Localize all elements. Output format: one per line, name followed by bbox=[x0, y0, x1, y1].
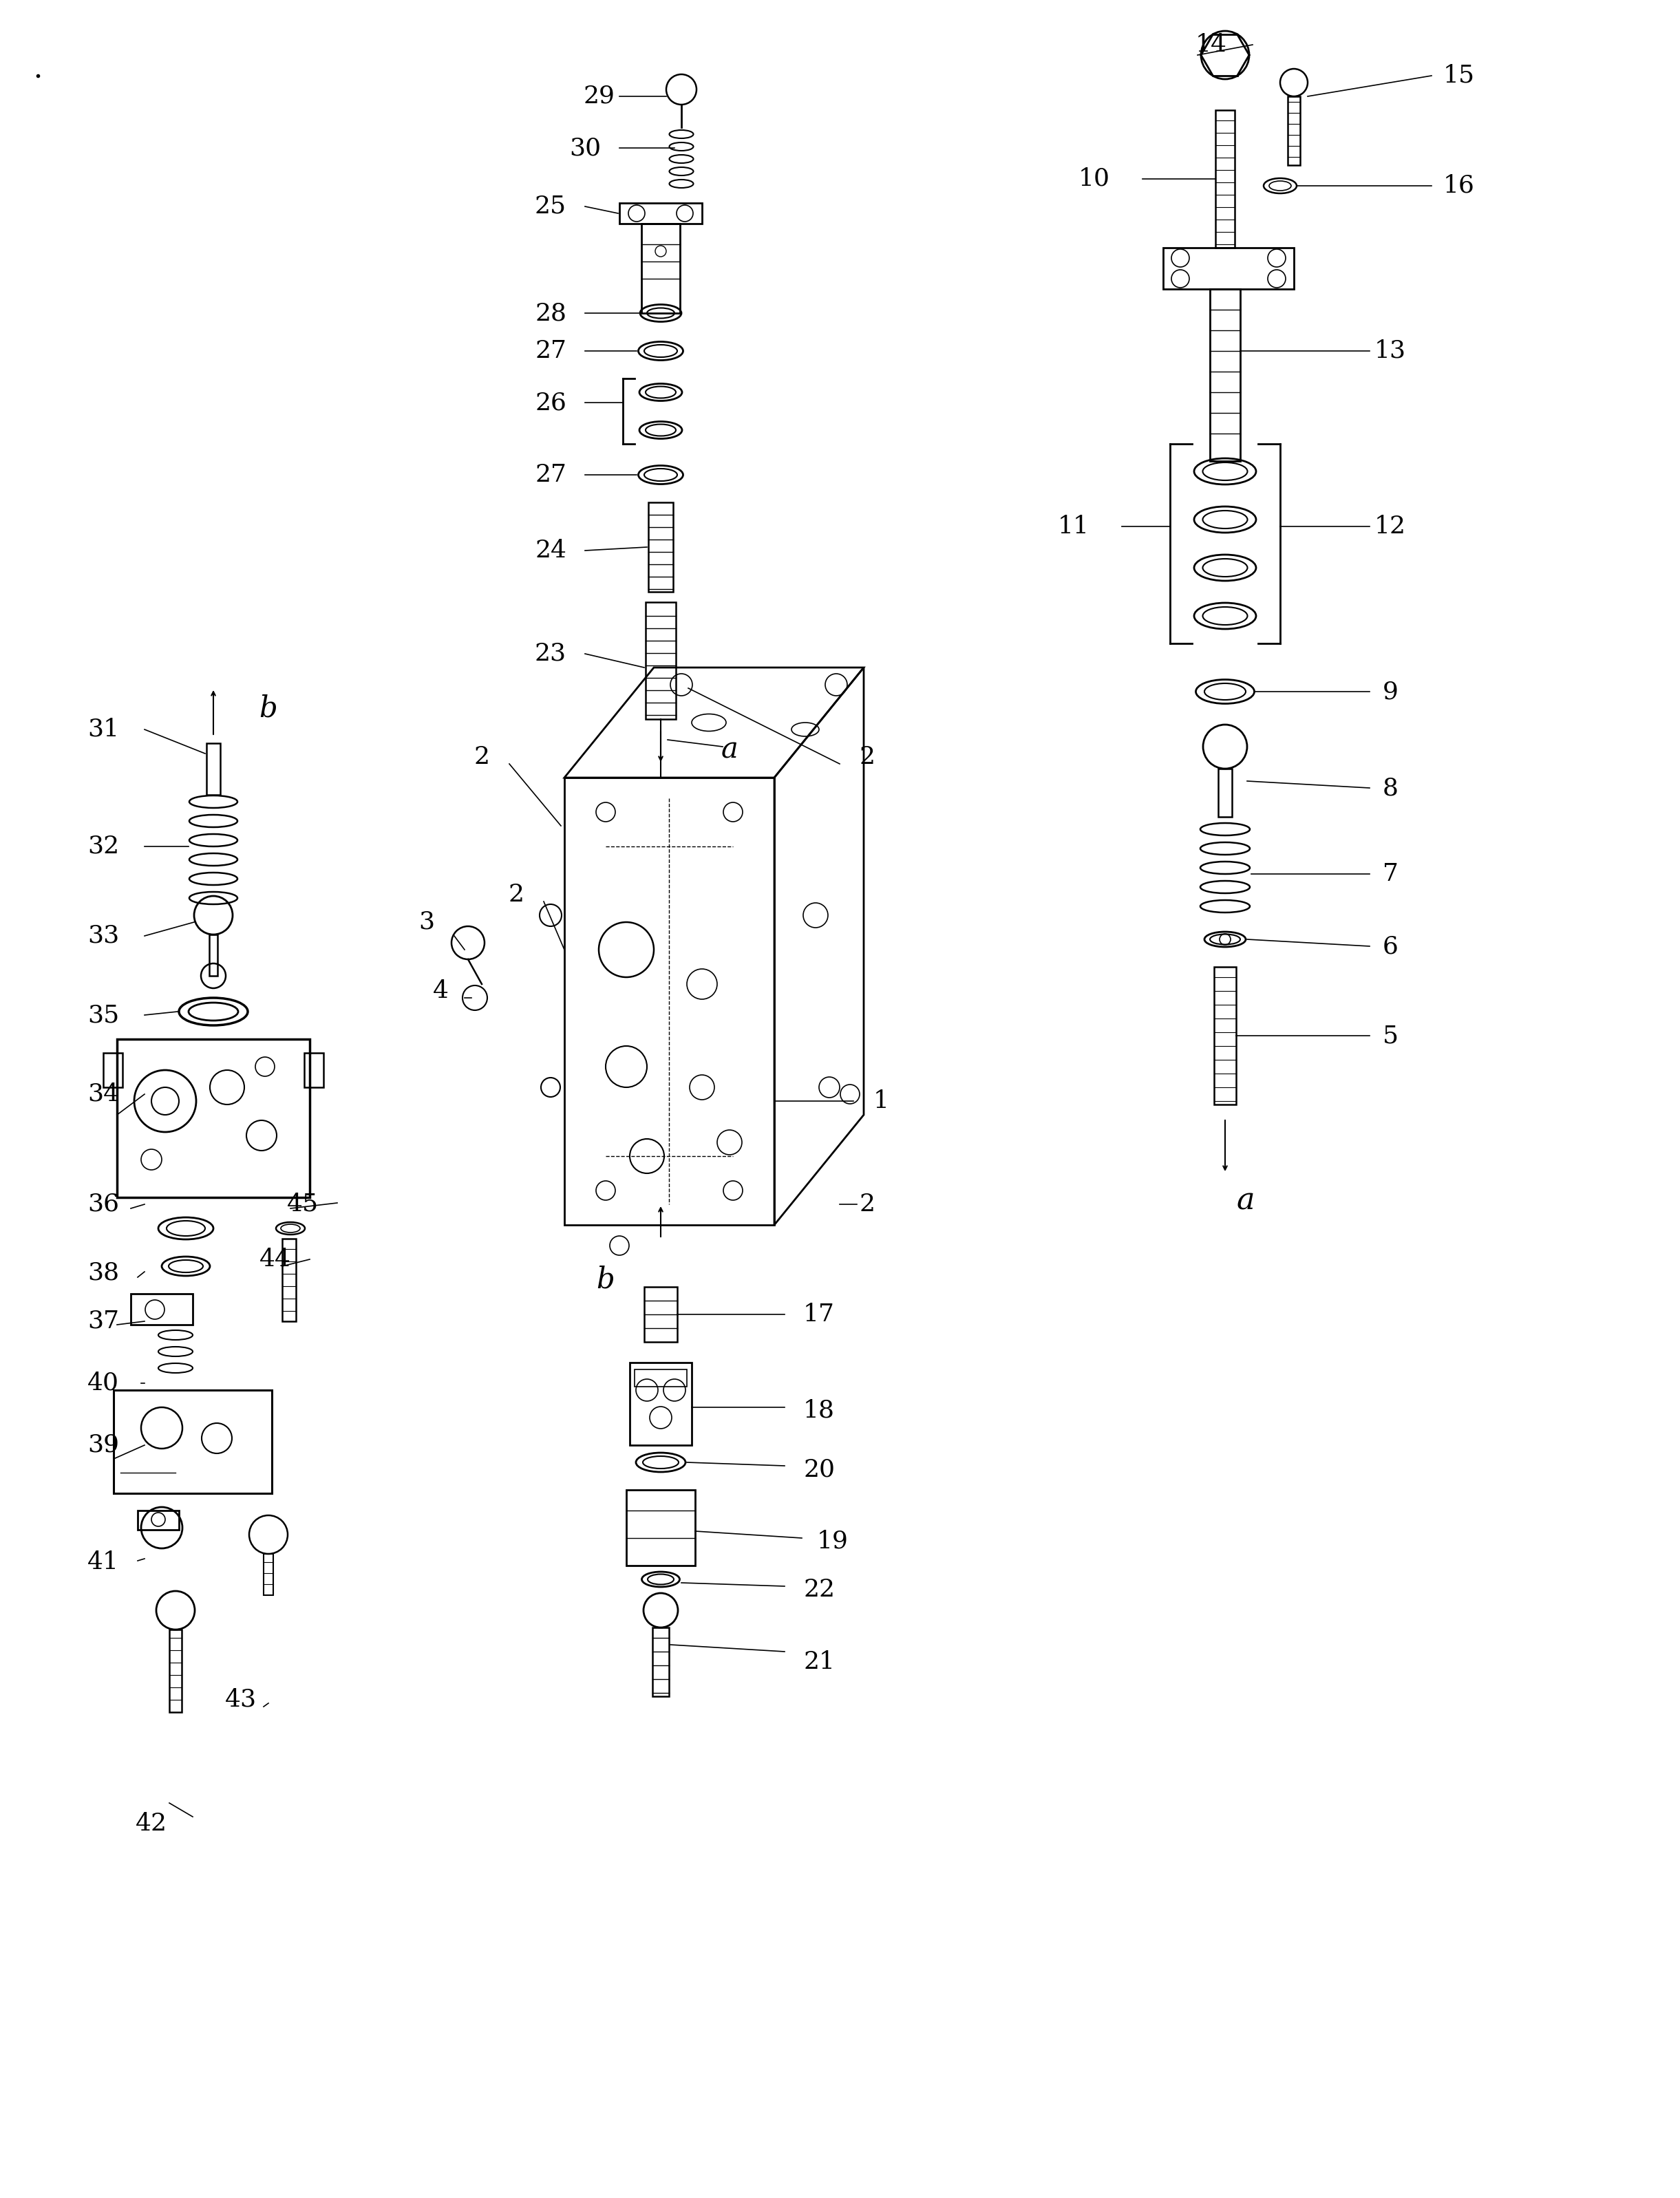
Bar bbox=[304, 1053, 324, 1088]
Text: 36: 36 bbox=[87, 1194, 119, 1215]
Text: 20: 20 bbox=[803, 1457, 835, 1481]
Bar bbox=[630, 1363, 692, 1444]
Text: 31: 31 bbox=[87, 719, 119, 741]
Text: 29: 29 bbox=[583, 86, 615, 108]
Circle shape bbox=[1203, 725, 1247, 769]
Text: 39: 39 bbox=[87, 1433, 119, 1457]
Bar bbox=[138, 1510, 180, 1530]
Text: 14: 14 bbox=[1196, 33, 1226, 57]
Text: 40: 40 bbox=[87, 1372, 119, 1396]
Text: 44: 44 bbox=[259, 1248, 291, 1270]
Text: 17: 17 bbox=[803, 1303, 835, 1325]
Bar bbox=[564, 778, 774, 1224]
Text: 8: 8 bbox=[1383, 776, 1398, 800]
Text: b: b bbox=[596, 1266, 615, 1295]
Bar bbox=[645, 602, 675, 719]
Text: 5: 5 bbox=[1383, 1024, 1398, 1048]
Text: 27: 27 bbox=[534, 464, 566, 486]
Text: 33: 33 bbox=[87, 923, 119, 947]
Bar bbox=[643, 1286, 677, 1343]
Bar bbox=[627, 1490, 696, 1565]
Bar bbox=[635, 1369, 687, 1387]
Text: 42: 42 bbox=[136, 1811, 168, 1835]
Text: 32: 32 bbox=[87, 835, 119, 857]
Bar bbox=[131, 1295, 193, 1325]
Bar bbox=[118, 1040, 309, 1198]
Text: 23: 23 bbox=[534, 642, 566, 666]
Text: 13: 13 bbox=[1374, 338, 1406, 363]
Text: 4: 4 bbox=[432, 980, 449, 1002]
Bar bbox=[210, 934, 217, 976]
Text: b: b bbox=[259, 695, 277, 723]
Text: 34: 34 bbox=[87, 1081, 119, 1106]
Text: 3: 3 bbox=[418, 910, 435, 934]
Bar bbox=[264, 1554, 274, 1596]
Bar bbox=[170, 1629, 181, 1712]
Text: 1: 1 bbox=[874, 1090, 889, 1112]
Bar bbox=[1210, 288, 1240, 462]
Text: 15: 15 bbox=[1443, 64, 1475, 88]
Text: 7: 7 bbox=[1383, 862, 1398, 886]
Text: 2: 2 bbox=[858, 745, 875, 769]
Bar bbox=[1287, 97, 1300, 165]
Text: 27: 27 bbox=[534, 338, 566, 363]
Bar bbox=[1215, 967, 1236, 1106]
Text: 2: 2 bbox=[858, 1194, 875, 1215]
Text: 30: 30 bbox=[570, 136, 601, 160]
Text: 41: 41 bbox=[87, 1550, 119, 1574]
Bar bbox=[1163, 248, 1294, 288]
Bar bbox=[207, 743, 220, 796]
Text: 9: 9 bbox=[1383, 679, 1398, 703]
Text: 12: 12 bbox=[1374, 514, 1406, 539]
Text: 25: 25 bbox=[534, 196, 566, 218]
Bar bbox=[652, 1627, 669, 1697]
Text: 43: 43 bbox=[225, 1688, 257, 1712]
Bar bbox=[282, 1240, 296, 1321]
Bar bbox=[648, 503, 674, 591]
Text: 28: 28 bbox=[534, 301, 566, 325]
Text: 21: 21 bbox=[803, 1651, 835, 1673]
Text: 2: 2 bbox=[474, 745, 489, 769]
Text: 24: 24 bbox=[534, 539, 566, 563]
Bar bbox=[1218, 769, 1231, 818]
Text: 26: 26 bbox=[534, 391, 566, 413]
Text: 38: 38 bbox=[87, 1262, 119, 1286]
Text: 6: 6 bbox=[1383, 934, 1398, 958]
Text: 16: 16 bbox=[1443, 174, 1475, 198]
Text: 11: 11 bbox=[1058, 514, 1090, 539]
Text: 45: 45 bbox=[287, 1194, 319, 1215]
Bar bbox=[1215, 110, 1235, 248]
Text: 2: 2 bbox=[509, 884, 524, 906]
Bar bbox=[620, 202, 702, 224]
Text: 18: 18 bbox=[803, 1400, 835, 1422]
Text: 19: 19 bbox=[816, 1530, 848, 1554]
Text: a: a bbox=[721, 736, 738, 765]
Text: 35: 35 bbox=[87, 1002, 119, 1026]
Bar bbox=[642, 224, 680, 312]
Text: 10: 10 bbox=[1079, 167, 1110, 191]
Text: a: a bbox=[1236, 1187, 1255, 1215]
Bar bbox=[114, 1389, 272, 1492]
Text: 22: 22 bbox=[803, 1578, 835, 1602]
Bar bbox=[102, 1053, 123, 1088]
Text: 37: 37 bbox=[87, 1310, 119, 1332]
